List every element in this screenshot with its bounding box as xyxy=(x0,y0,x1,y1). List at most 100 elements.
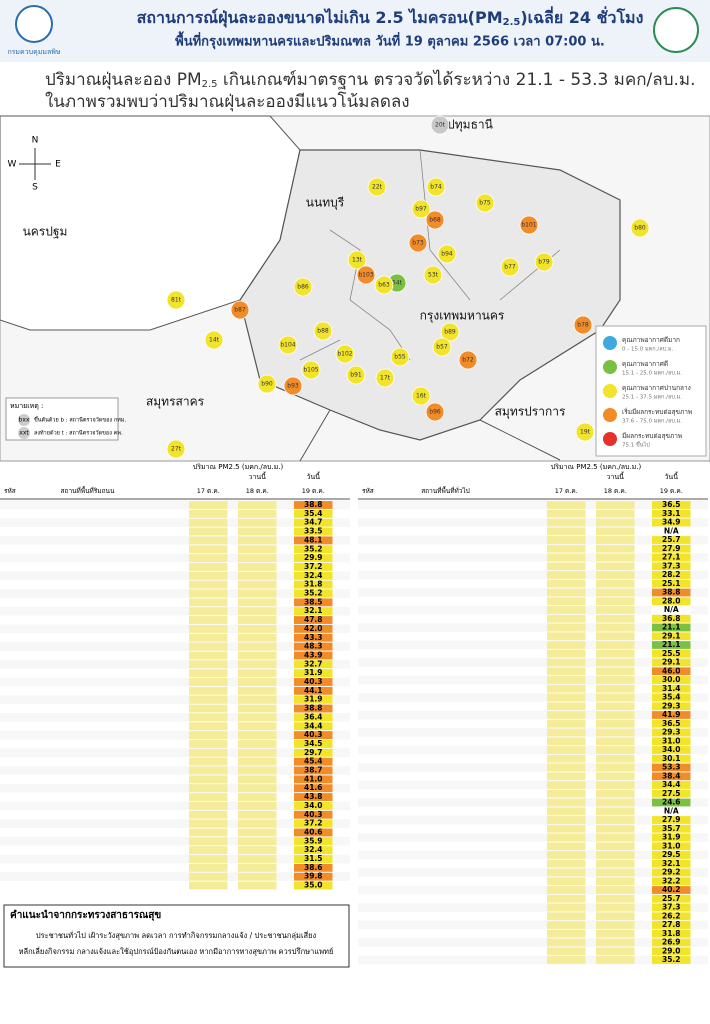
row-band xyxy=(358,946,708,956)
cell-prev xyxy=(547,737,586,746)
row-band xyxy=(0,872,350,882)
cell-prev xyxy=(547,711,586,719)
table-head: วานนี้ xyxy=(249,470,267,481)
cell-prev xyxy=(189,704,228,713)
today-value: 21.1 xyxy=(662,640,681,649)
today-value: 38.8 xyxy=(304,500,323,509)
station-label: 53t xyxy=(428,272,439,279)
row-band xyxy=(358,561,708,571)
cell-today xyxy=(652,894,691,903)
row-band xyxy=(0,589,350,598)
compass-label: W xyxy=(8,160,17,170)
cell-prev xyxy=(238,607,277,616)
cell-prev xyxy=(238,793,277,801)
today-value: 40.6 xyxy=(304,827,323,836)
cell-prev xyxy=(238,686,277,695)
cell-today xyxy=(652,684,691,693)
advice-box xyxy=(3,904,350,968)
today-value: 31.8 xyxy=(662,929,681,938)
cell-prev xyxy=(238,855,277,863)
today-value: 27.8 xyxy=(662,920,681,929)
row-band xyxy=(0,544,350,554)
station-label: 27t xyxy=(171,446,182,453)
today-value: 38.7 xyxy=(304,766,323,775)
station-marker xyxy=(204,330,224,350)
row-band xyxy=(0,659,350,669)
station-label: b96 xyxy=(429,409,441,416)
row-band xyxy=(358,763,708,772)
cell-today xyxy=(652,527,691,536)
cell-prev xyxy=(189,722,228,731)
station-marker xyxy=(408,233,428,253)
title: สถานการณ์ฝุ่นละอองขนาดไม่เกิน 2.5 ไมครอน… xyxy=(137,6,644,29)
cell-prev xyxy=(596,597,635,606)
cell-today xyxy=(294,722,333,731)
station-label: b79 xyxy=(538,259,550,266)
cell-prev xyxy=(596,763,635,772)
cell-today xyxy=(652,868,691,877)
cell-today xyxy=(294,571,333,580)
row-band xyxy=(0,642,350,652)
row-band xyxy=(0,686,350,696)
today-value: 36.5 xyxy=(662,719,681,728)
cell-prev xyxy=(189,713,228,722)
station-label: b63 xyxy=(378,282,390,289)
cell-today xyxy=(294,846,333,855)
cell-prev xyxy=(189,563,228,571)
cell-prev xyxy=(238,775,277,784)
legend-swatch xyxy=(603,360,617,374)
station-label: b80 xyxy=(634,225,646,232)
cell-today xyxy=(652,859,691,868)
row-band xyxy=(358,614,708,624)
cell-today xyxy=(294,766,333,775)
station-marker xyxy=(356,265,376,285)
cell-prev xyxy=(189,536,228,545)
station-label: b75 xyxy=(479,200,491,207)
cell-today xyxy=(652,842,691,851)
today-value: 34.9 xyxy=(662,518,681,527)
today-value: 38.8 xyxy=(304,704,323,713)
cell-prev xyxy=(547,746,586,754)
cell-today xyxy=(294,527,333,536)
row-band xyxy=(358,833,708,842)
cell-today xyxy=(652,816,691,824)
cell-today xyxy=(294,828,333,837)
station-marker xyxy=(426,177,446,197)
row-band xyxy=(0,739,350,749)
cell-today xyxy=(294,536,333,545)
cell-prev xyxy=(596,702,635,711)
cell-today xyxy=(652,693,691,702)
station-label: b74 xyxy=(430,184,442,191)
cell-today xyxy=(294,624,333,633)
legend-range: 75.1 ขึ้นไป xyxy=(622,441,650,449)
station-marker xyxy=(475,193,495,213)
legend-range: 0 - 15.0 มคก./ลบ.ม. xyxy=(622,347,673,353)
table-unit: ปริมาณ PM2.5 (มคก./ลบ.ม.) xyxy=(193,463,284,471)
cell-prev xyxy=(547,579,586,588)
cell-prev xyxy=(238,731,277,740)
row-band xyxy=(0,597,350,607)
cell-today xyxy=(294,501,333,509)
legend-name: คุณภาพอากาศดีมาก xyxy=(622,336,680,344)
table-head: 19 ต.ค. xyxy=(660,487,683,495)
today-value: 41.9 xyxy=(662,710,681,719)
station-label: b90 xyxy=(261,381,273,388)
cell-today xyxy=(294,740,333,748)
today-value: 34.4 xyxy=(662,780,681,789)
cell-today xyxy=(294,793,333,801)
cell-today xyxy=(294,633,333,642)
cell-prev xyxy=(596,571,635,579)
legend-swatch xyxy=(603,408,617,422)
today-value: 40.3 xyxy=(304,677,323,686)
cell-prev xyxy=(238,518,277,527)
today-value: 25.1 xyxy=(662,579,681,588)
cell-prev xyxy=(547,789,586,798)
cell-prev xyxy=(596,824,635,833)
province-label: ปทุมธานี xyxy=(447,118,493,133)
cell-prev xyxy=(547,798,586,807)
today-value: 28.2 xyxy=(662,570,681,579)
cell-prev xyxy=(238,801,277,810)
station-marker xyxy=(374,275,394,295)
row-band xyxy=(0,810,350,820)
table-head: วันนี้ xyxy=(664,470,678,481)
